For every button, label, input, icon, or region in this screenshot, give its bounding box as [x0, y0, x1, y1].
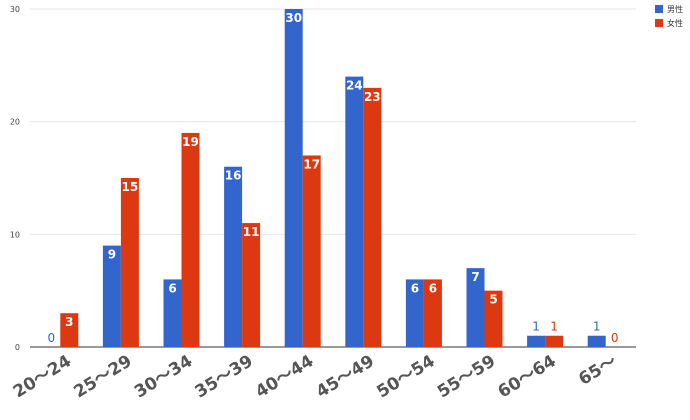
bar-female — [423, 279, 442, 347]
data-label: 1 — [532, 320, 540, 334]
bar-male — [224, 166, 243, 347]
y-tick-label: 20 — [10, 118, 20, 127]
data-label: 5 — [489, 293, 497, 307]
x-tick-label: 60〜64 — [495, 351, 560, 402]
x-tick-label: 65〜 — [575, 351, 620, 390]
x-tick-label: 35〜39 — [192, 351, 257, 402]
data-label: 15 — [122, 180, 139, 194]
x-tick-label: 20〜24 — [10, 351, 75, 402]
bars — [60, 9, 606, 347]
data-label: 1 — [550, 320, 558, 334]
y-axis: 0 10 20 30 — [10, 5, 20, 352]
y-tick-label: 10 — [10, 230, 20, 239]
data-label: 7 — [471, 270, 479, 284]
data-label: 6 — [411, 281, 419, 295]
x-tick-label: 45〜49 — [313, 351, 378, 402]
data-label: 17 — [303, 157, 320, 171]
data-label: 9 — [108, 248, 116, 262]
bar-female — [60, 313, 79, 347]
bar-male — [587, 335, 606, 347]
x-tick-label: 50〜54 — [373, 351, 438, 402]
x-tick-label: 40〜44 — [252, 351, 317, 402]
bar-female — [302, 155, 321, 347]
y-tick-label: 30 — [10, 5, 20, 14]
bar-male — [284, 9, 303, 347]
bar-male — [345, 76, 364, 347]
data-label: 30 — [285, 11, 302, 25]
data-label: 19 — [182, 135, 199, 149]
data-label: 3 — [65, 315, 73, 329]
legend-swatch — [655, 5, 663, 13]
data-label: 24 — [346, 79, 363, 93]
legend-swatch — [655, 19, 663, 27]
bar-male — [163, 279, 182, 347]
data-label: 0 — [611, 331, 619, 345]
data-label: 23 — [364, 90, 381, 104]
bar-female — [181, 132, 200, 347]
data-label: 6 — [168, 281, 176, 295]
data-label: 0 — [47, 331, 55, 345]
bar-female — [242, 223, 261, 347]
bar-female — [120, 178, 139, 347]
data-label: 6 — [429, 281, 437, 295]
legend-label: 女性 — [667, 18, 683, 28]
x-tick-label: 25〜29 — [70, 351, 135, 402]
x-tick-label: 30〜34 — [131, 351, 196, 402]
bar-female — [484, 290, 503, 347]
bar-male — [527, 335, 546, 347]
legend-label: 男性 — [667, 4, 683, 14]
x-tick-label: 55〜59 — [434, 351, 499, 402]
bar-male — [466, 268, 485, 347]
x-axis: 20〜2425〜2930〜3435〜3940〜4445〜4950〜5455〜59… — [10, 351, 621, 402]
data-label: 11 — [243, 225, 260, 239]
y-tick-label: 0 — [15, 343, 20, 352]
bar-female — [363, 87, 382, 347]
bar-female — [545, 335, 564, 347]
data-label: 1 — [593, 320, 601, 334]
bar-male — [102, 245, 121, 347]
bar-male — [405, 279, 424, 347]
data-label: 16 — [225, 169, 242, 183]
